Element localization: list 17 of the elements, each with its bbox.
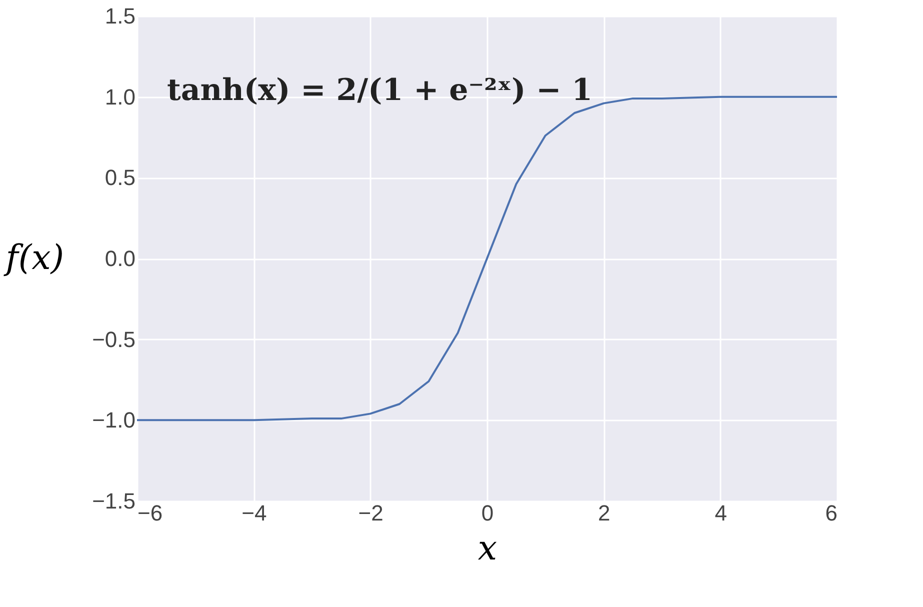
- y-tick-label: −0.5: [92, 326, 136, 352]
- y-tick-label: −1.5: [92, 488, 136, 514]
- y-axis-title: f(x): [2, 238, 64, 278]
- y-tick-label: 0.0: [104, 246, 136, 271]
- y-tick-label: 1.0: [104, 84, 136, 110]
- x-tick-label: −4: [242, 500, 267, 526]
- x-tick-label: 0: [481, 500, 494, 526]
- x-tick-label: −2: [358, 500, 384, 526]
- x-tick-label: 6: [825, 500, 838, 526]
- x-tick-label: 2: [598, 500, 610, 526]
- annotation: tanh(x) = 2/(1 + e⁻²ˣ) − 1: [167, 73, 593, 108]
- y-tick-label: 1.5: [104, 4, 136, 28]
- x-tick-label: 4: [714, 500, 727, 526]
- y-tick-label: −1.0: [92, 408, 136, 433]
- x-axis-title: x: [478, 528, 498, 568]
- y-tick-label: 0.5: [104, 165, 136, 190]
- x-tick-label: −6: [138, 500, 163, 526]
